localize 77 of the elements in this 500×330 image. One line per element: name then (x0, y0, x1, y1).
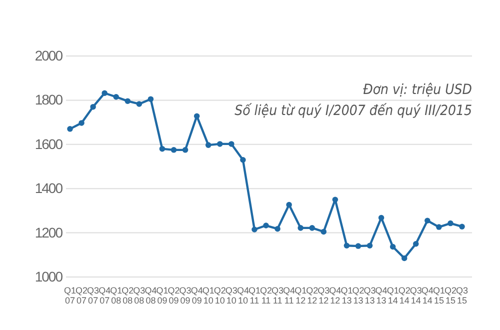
point (309, 225, 315, 231)
point (136, 101, 142, 107)
point (194, 113, 200, 119)
x-tick-label: Q2 12 (306, 285, 318, 306)
point (182, 147, 188, 153)
x-tick-label: Q4 13 (375, 285, 388, 306)
x-tick-label: Q3 09 (179, 285, 192, 306)
y-tick-label: 1000 (34, 268, 64, 284)
point (148, 96, 154, 102)
x-tick-label: Q3 13 (364, 285, 376, 306)
x-tick-label: Q2 09 (168, 285, 180, 306)
x-tick-label: Q3 10 (225, 285, 238, 306)
y-tick-label: 1800 (34, 92, 64, 108)
x-tick-label: Q2 15 (444, 285, 456, 306)
x-tick-label: Q1 12 (294, 285, 307, 306)
x-tick-label: Q2 07 (76, 285, 88, 306)
x-tick-label: Q4 14 (421, 285, 434, 306)
x-tick-label: Q3 12 (318, 285, 330, 306)
point (102, 90, 108, 96)
point (355, 243, 362, 249)
point (205, 142, 212, 148)
x-tick-label: Q2 13 (352, 285, 364, 306)
point (459, 224, 465, 230)
annotation: Số liệu từ quý I/2007 đến quý III/2015 (234, 103, 472, 119)
point (448, 220, 454, 226)
point (401, 255, 408, 262)
x-tick-label: Q3 14 (410, 285, 422, 306)
x-tick-label: Q4 11 (283, 285, 296, 306)
x-tick-label: Q1 10 (202, 285, 214, 306)
point (274, 226, 280, 232)
point (298, 225, 304, 231)
point (378, 214, 384, 221)
x-tick-label: Q2 10 (214, 285, 226, 306)
point (67, 126, 73, 132)
x-tick-label: Q2 08 (122, 285, 134, 306)
point (159, 146, 166, 152)
x-tick-label: Q3 07 (87, 285, 100, 306)
x-tick-label: Q3 11 (272, 285, 284, 306)
x-tick-label: Q4 09 (190, 285, 203, 306)
x-tick-label: Q1 11 (248, 285, 260, 306)
annotation: Đơn vị: triệu USD (363, 82, 472, 98)
point (286, 202, 292, 208)
point (228, 141, 234, 147)
x-tick-label: Q2 14 (398, 285, 410, 306)
x-tick-label: Q2 11 (260, 285, 272, 306)
x-tick-label: Q1 07 (64, 285, 76, 306)
x-tick-label: Q1 09 (156, 285, 168, 306)
x-tick-label: Q1 08 (110, 285, 122, 306)
y-tick-label: 1200 (34, 224, 64, 240)
x-tick-label: Q4 08 (144, 285, 157, 306)
x-tick-label: Q1 15 (432, 285, 445, 306)
y-tick-label: 1400 (34, 180, 64, 196)
point (124, 98, 131, 104)
point (170, 147, 177, 153)
point (78, 120, 84, 126)
point (252, 226, 258, 232)
point (113, 94, 119, 100)
y-tick-label: 1600 (34, 136, 64, 152)
point (263, 222, 269, 228)
point (413, 240, 419, 247)
x-tick-label: Q3 08 (133, 285, 146, 306)
x-tick-label: Q3 15 (456, 285, 468, 306)
point (366, 242, 373, 248)
point (90, 104, 96, 110)
x-tick-label: Q4 10 (236, 285, 249, 306)
x-tick-label: Q1 13 (340, 285, 353, 306)
point (217, 141, 223, 147)
point (240, 157, 246, 163)
y-tick-label: 2000 (34, 47, 64, 64)
point (436, 224, 442, 230)
point (424, 218, 430, 224)
point (344, 242, 350, 248)
point (320, 228, 327, 235)
x-tick-label: Q4 12 (329, 285, 342, 306)
x-tick-label: Q4 07 (98, 285, 111, 306)
x-tick-label: Q1 14 (386, 285, 399, 306)
point (390, 244, 396, 250)
